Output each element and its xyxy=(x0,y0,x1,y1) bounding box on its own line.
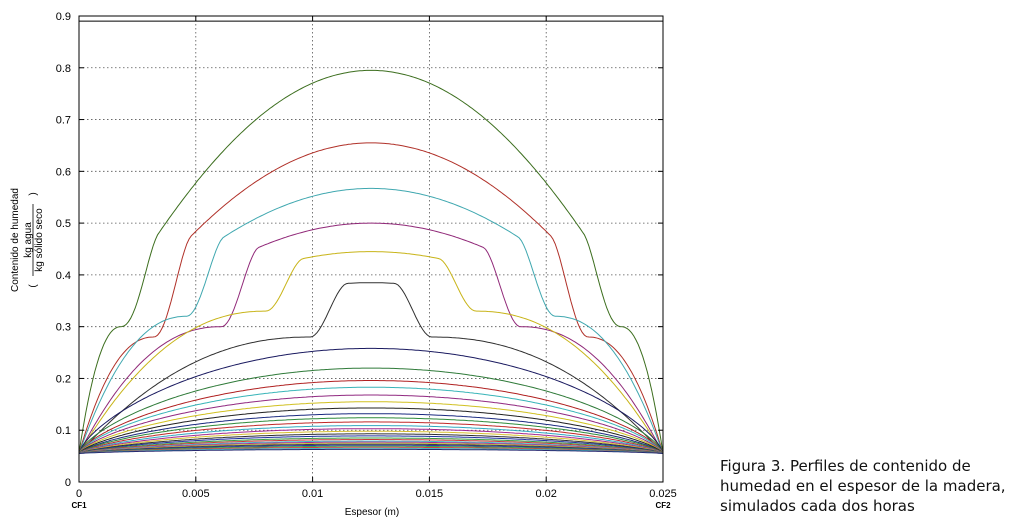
caption-line-1: Figura 3. Perfiles de contenido de xyxy=(720,457,971,475)
y-axis-label-close-paren: ) xyxy=(28,192,39,195)
y-tick-label: 0.5 xyxy=(56,218,71,230)
y-tick-label: 0 xyxy=(65,477,71,489)
series-line xyxy=(78,413,664,454)
series-line xyxy=(78,347,664,454)
x-tick-label: 0.01 xyxy=(302,488,323,500)
tick-labels: 0 0.005 0.01 0.015 0.02 0.025 0 0.1 0.2 0.3 0.4 0.5… xyxy=(56,11,677,500)
series-line xyxy=(78,446,664,454)
y-tick-label: 0.9 xyxy=(56,11,71,23)
y-tick-label: 0.4 xyxy=(56,270,71,282)
y-axis-label-numerator: kg agua xyxy=(23,222,34,258)
series-line xyxy=(78,439,664,454)
series-line xyxy=(78,441,664,454)
series-line xyxy=(78,421,664,454)
x-tick-label: 0.005 xyxy=(182,488,210,500)
plot-frame xyxy=(78,15,664,483)
y-tick-label: 0.3 xyxy=(56,322,71,334)
y-tick-label: 0.8 xyxy=(56,63,71,75)
y-axis-label: Contenido de humedad ( kg agua kg sólido… xyxy=(10,188,45,292)
series-line xyxy=(78,447,664,454)
series-line xyxy=(78,442,664,454)
series-line xyxy=(78,386,664,454)
series-line xyxy=(78,417,664,454)
x-tick-label: 0.015 xyxy=(416,488,444,500)
y-axis-label-open-paren: ( xyxy=(28,284,39,288)
series-line xyxy=(78,380,664,454)
series-line xyxy=(78,401,664,454)
series-group xyxy=(78,69,664,454)
x-tick-label: 0.02 xyxy=(535,488,556,500)
series-line xyxy=(78,222,664,454)
series-line xyxy=(78,251,664,454)
series-line xyxy=(78,433,664,454)
series-line xyxy=(78,428,664,454)
series-line xyxy=(78,367,664,454)
x-axis-label: Espesor (m) xyxy=(345,507,399,518)
series-line xyxy=(78,430,664,454)
y-axis-label-main: Contenido de humedad xyxy=(10,188,21,292)
series-line xyxy=(78,187,664,454)
series-line xyxy=(78,142,664,454)
series-line xyxy=(78,407,664,454)
caption-line-2: humedad en el espesor de la madera, xyxy=(720,477,1006,495)
boundary-annotation: CF1 xyxy=(71,501,87,510)
y-axis-label-denominator: kg sólido seco xyxy=(34,208,45,272)
x-tick-label: 0 xyxy=(76,488,82,500)
y-tick-label: 0.7 xyxy=(56,115,71,127)
series-line xyxy=(78,440,664,454)
boundary-annotation: CF2 xyxy=(655,501,671,510)
series-line xyxy=(78,425,664,454)
caption-line-3: simulados cada dos horas xyxy=(720,497,915,515)
series-line xyxy=(78,444,664,454)
series-line xyxy=(78,435,664,454)
series-line xyxy=(78,282,664,454)
series-line xyxy=(78,69,664,454)
series-line xyxy=(78,437,664,454)
series-line xyxy=(78,448,664,454)
series-line xyxy=(78,394,664,454)
series-line xyxy=(78,443,664,454)
series-line xyxy=(78,445,664,454)
figure-caption: Figura 3. Perfiles de contenido de humed… xyxy=(720,456,1010,516)
y-tick-label: 0.1 xyxy=(56,425,71,437)
y-tick-label: 0.2 xyxy=(56,373,71,385)
grid xyxy=(79,16,663,482)
y-tick-label: 0.6 xyxy=(56,166,71,178)
boundary-annotations: CF1 CF2 xyxy=(71,501,671,510)
x-tick-label: 0.025 xyxy=(649,488,677,500)
